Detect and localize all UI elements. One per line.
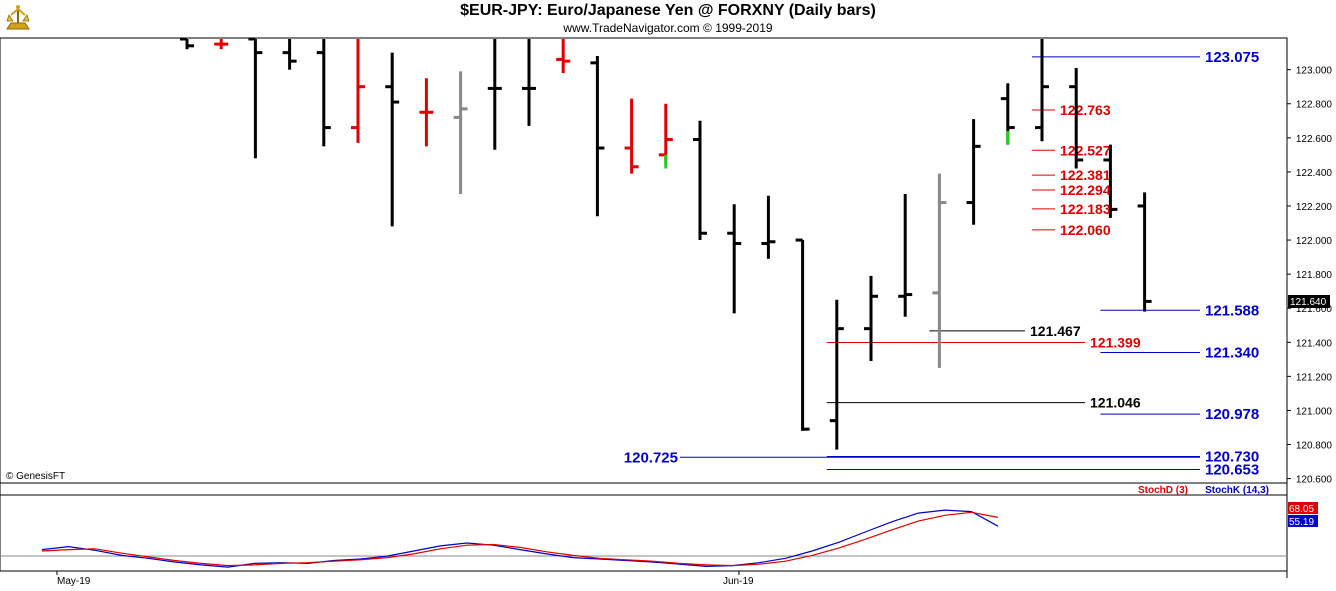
ohlc-bar: [761, 195, 776, 259]
level-label: 122.527: [1060, 142, 1111, 158]
chart-subtitle: www.TradeNavigator.com © 1999-2019: [563, 21, 773, 35]
ohlc-bar: [693, 120, 707, 241]
stochd-legend: StochD (3): [1138, 485, 1188, 496]
y-tick-label: 122.200: [1296, 202, 1333, 213]
y-tick-label: 123.000: [1296, 66, 1333, 77]
ohlc-bar: [180, 37, 194, 50]
ohlc-bars: [180, 37, 1152, 450]
ohlc-bar: [966, 119, 981, 225]
stoch-series-line: [41, 511, 999, 567]
level-label: 121.467: [1030, 323, 1081, 339]
y-tick-label: 121.600: [1296, 304, 1333, 315]
level-label: 120.978: [1205, 406, 1259, 423]
stoch-lines: [41, 509, 999, 568]
ohlc-bar: [795, 238, 810, 431]
ohlc-bar: [487, 39, 502, 150]
level-label: 121.399: [1090, 334, 1141, 350]
copyright-label: © GenesisFT: [6, 471, 65, 482]
stochk-last-value: 55.19: [1289, 517, 1314, 528]
ohlc-bar: [248, 37, 263, 159]
level-label: 122.294: [1060, 182, 1111, 198]
y-tick-label: 120.800: [1296, 441, 1333, 452]
genesis-logo-icon: [6, 5, 30, 30]
indicator-legend-bar: [0, 482, 1288, 496]
level-label: 120.730: [1205, 448, 1259, 465]
ohlc-bar: [1035, 39, 1049, 142]
level-label: 120.725: [624, 449, 678, 466]
level-label: 123.075: [1205, 49, 1259, 66]
stoch-series-line: [41, 509, 999, 568]
last-price-value: 121.640: [1290, 297, 1327, 308]
level-label: 120.653: [1205, 462, 1259, 479]
y-tick-label: 121.800: [1296, 270, 1333, 281]
ohlc-bar: [453, 71, 468, 195]
ohlc-bar: [522, 39, 536, 126]
y-tick-label: 120.600: [1296, 475, 1333, 486]
ohlc-bar: [727, 204, 742, 314]
y-axis-ticks: 123.000 122.800 122.600 122.400 122.200 122.0…: [1287, 66, 1332, 486]
price-panel: [0, 37, 1288, 484]
level-label: 121.046: [1090, 395, 1141, 411]
ohlc-bar: [898, 194, 913, 317]
y-tick-label: 121.400: [1296, 338, 1333, 349]
stochk-value-tag: [1288, 515, 1318, 527]
level-label: 121.588: [1205, 302, 1259, 319]
y-tick-label: 122.800: [1296, 100, 1333, 111]
y-tick-label: 121.200: [1296, 372, 1333, 383]
level-label: 122.763: [1060, 102, 1111, 118]
stochd-value-tag: [1288, 502, 1318, 514]
level-label: 121.340: [1205, 345, 1259, 362]
ohlc-bar: [932, 173, 947, 368]
ohlc-bar: [624, 98, 639, 174]
ohlc-bar: [419, 78, 434, 147]
ohlc-bar: [282, 39, 297, 70]
level-label: 122.060: [1060, 222, 1111, 238]
ohlc-bar: [351, 39, 365, 143]
stochd-last-value: 68.05: [1289, 504, 1314, 515]
y-tick-label: 122.000: [1296, 236, 1333, 247]
y-tick-label: 121.000: [1296, 406, 1333, 417]
ohlc-bar: [1103, 144, 1118, 218]
y-tick-label: 122.400: [1296, 168, 1333, 179]
ohlc-bar: [214, 39, 229, 50]
x-label-jun: Jun-19: [723, 576, 754, 587]
ohlc-bar: [590, 56, 605, 217]
x-label-may: May-19: [57, 576, 91, 587]
level-label: 122.183: [1060, 201, 1111, 217]
ohlc-bar: [1137, 192, 1152, 312]
chart-header: $EUR-JPY: Euro/Japanese Yen @ FORXNY (Da…: [0, 0, 1336, 38]
ohlc-bar: [864, 275, 878, 362]
ohlc-bar: [385, 52, 400, 227]
stochk-legend: StochK (14,3): [1205, 485, 1269, 496]
last-price-tag: [1288, 295, 1330, 308]
y-tick-label: 122.600: [1296, 134, 1333, 145]
chart-title: $EUR-JPY: Euro/Japanese Yen @ FORXNY (Da…: [460, 2, 876, 19]
stoch-panel: [0, 494, 1288, 572]
level-label: 122.381: [1060, 167, 1111, 183]
ohlc-bar: [829, 299, 844, 450]
ohlc-bar: [1069, 67, 1084, 169]
ohlc-bar: [316, 39, 331, 147]
ohlc-bar: [556, 39, 571, 74]
